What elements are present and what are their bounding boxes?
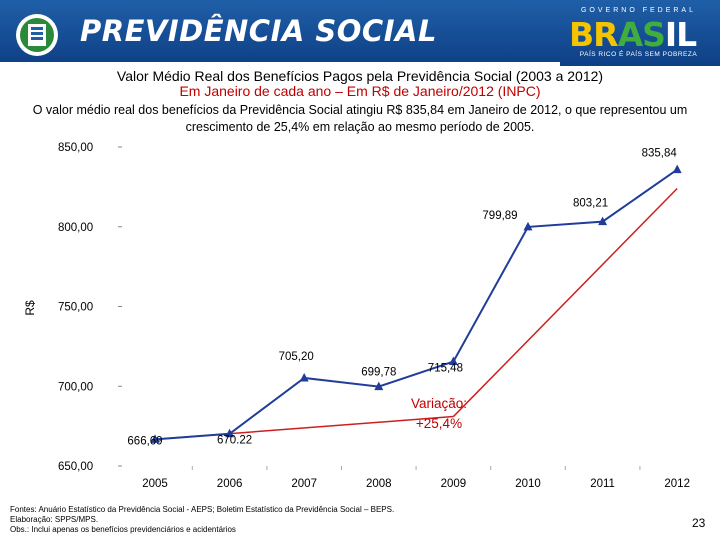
- x-tick-label: 2007: [291, 478, 317, 490]
- y-axis-label: R$: [23, 300, 37, 316]
- x-tick-label: 2005: [142, 478, 168, 490]
- brand-title: PREVIDÊNCIA SOCIAL: [80, 14, 437, 48]
- data-label: 799,89: [482, 210, 517, 222]
- data-label: 699,78: [361, 367, 396, 379]
- data-point-marker: [448, 356, 458, 366]
- footer-notes: Fontes: Anuário Estatístico da Previdênc…: [10, 505, 394, 535]
- x-tick-label: 2009: [441, 478, 467, 490]
- variation-annotation-line2: +25,4%: [416, 416, 462, 431]
- data-label: 666,69: [127, 435, 162, 447]
- brasil-wordmark: BRASIL: [569, 15, 697, 54]
- header-bar: PREVIDÊNCIA SOCIAL GOVERNO FEDERAL BRASI…: [0, 0, 720, 66]
- data-point-marker: [598, 216, 608, 226]
- series-line: [154, 168, 678, 441]
- variation-annotation-line1: Variação:: [411, 396, 467, 411]
- y-tick-label: 700,00: [58, 381, 93, 393]
- previdencia-emblem-icon: [16, 14, 58, 56]
- x-tick-label: 2011: [590, 478, 615, 490]
- gov-slogan: PAÍS RICO É PAÍS SEM POBREZA: [579, 51, 698, 58]
- data-point-marker: [299, 372, 309, 382]
- slide-title: Valor Médio Real dos Benefícios Pagos pe…: [116, 68, 604, 84]
- data-point-marker: [523, 221, 533, 231]
- gov-top-label: GOVERNO FEDERAL: [580, 7, 696, 14]
- y-tick-label: 650,00: [58, 461, 93, 473]
- data-label: 705,20: [279, 351, 314, 363]
- x-tick-label: 2012: [664, 478, 690, 490]
- y-tick-label: 750,00: [58, 302, 93, 314]
- data-label: 715,48: [428, 363, 463, 375]
- data-label: 670.22: [217, 435, 252, 447]
- trend-line-segment: [452, 187, 678, 418]
- governo-federal-logo: GOVERNO FEDERAL BRASIL PAÍS RICO É PAÍS …: [563, 4, 714, 61]
- x-tick-label: 2008: [366, 478, 392, 490]
- data-label: 835,84: [642, 148, 678, 160]
- footer-elaboration: Elaboração: SPPS/MPS.: [10, 515, 99, 524]
- header-divider: [0, 62, 560, 66]
- slide-description: O valor médio real dos benefícios da Pre…: [32, 103, 688, 134]
- data-label: 803,21: [573, 198, 608, 210]
- footer-obs: Obs.: Inclui apenas os benefícios previd…: [10, 525, 236, 534]
- footer-sources: Fontes: Anuário Estatístico da Previdênc…: [10, 505, 395, 514]
- data-point-marker: [225, 428, 235, 438]
- slide-subtitle: Em Janeiro de cada ano – Em R$ de Janeir…: [179, 83, 541, 99]
- data-point-marker: [672, 164, 682, 174]
- x-tick-label: 2006: [217, 478, 243, 490]
- data-point-marker: [374, 381, 384, 391]
- y-tick-label: 800,00: [58, 222, 93, 234]
- page-number: 23: [692, 516, 706, 530]
- y-tick-label: 850,00: [58, 142, 93, 154]
- data-point-marker: [150, 434, 160, 443]
- x-tick-label: 2010: [515, 478, 541, 490]
